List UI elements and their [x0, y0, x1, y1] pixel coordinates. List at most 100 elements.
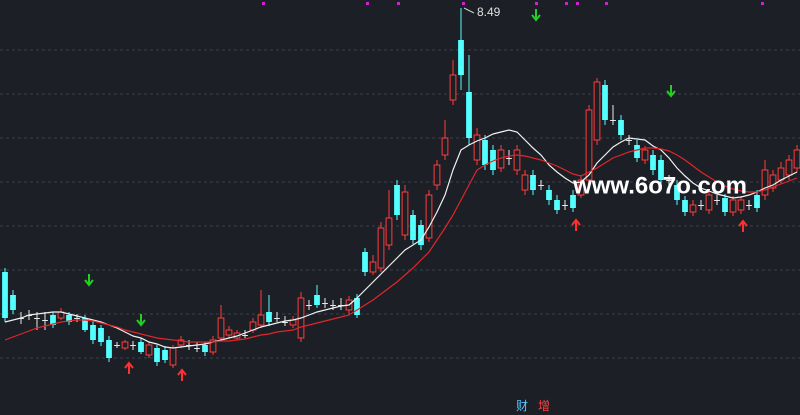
marker: [462, 2, 465, 5]
moving-average-line: [4, 129, 798, 349]
candle-body: [322, 303, 328, 304]
buy-arrow: [124, 361, 134, 374]
marker: [397, 2, 400, 5]
candle-body: [441, 137, 449, 156]
candle-body: [521, 174, 529, 191]
candle-body: [169, 347, 177, 366]
candle-body: [121, 341, 129, 349]
candle-body: [634, 145, 640, 158]
candle-body: [114, 345, 120, 346]
candle-body: [202, 345, 208, 352]
footer-label: 增: [538, 399, 550, 413]
candle-body: [546, 190, 552, 200]
sell-arrow: [84, 274, 94, 287]
candle-body: [610, 120, 616, 121]
candle-body: [130, 345, 136, 346]
candle-body: [698, 205, 704, 206]
candle-body: [666, 180, 672, 181]
candle-body: [530, 175, 536, 190]
candle-body: [274, 318, 280, 319]
candle-body: [66, 315, 72, 322]
candle-body: [458, 40, 464, 75]
candle-body: [209, 339, 217, 353]
candle-body: [689, 204, 697, 213]
candle-body: [138, 342, 144, 352]
candle-body: [154, 348, 160, 362]
candle-body: [306, 305, 312, 306]
candle-body: [641, 149, 649, 161]
candle-body: [74, 318, 80, 319]
candle-body: [106, 340, 112, 358]
moving-average-line: [4, 147, 798, 343]
candle-body: [82, 318, 88, 330]
candle-body: [330, 305, 336, 306]
candle-body: [90, 325, 96, 340]
candle-body: [425, 194, 433, 239]
candle-body: [410, 215, 416, 240]
candle-body: [729, 199, 737, 213]
sell-arrow: [666, 85, 676, 98]
candle-body: [34, 318, 40, 319]
candle-body: [769, 174, 777, 189]
candle-body: [570, 195, 576, 208]
candle-body: [626, 140, 632, 141]
candle-body: [538, 185, 544, 186]
candle-body: [705, 194, 713, 211]
candle-body: [482, 140, 488, 165]
marker: [535, 2, 538, 5]
candle-body: [257, 314, 265, 326]
candle-body: [562, 205, 568, 206]
candle-body: [217, 317, 225, 339]
candle-body: [385, 217, 393, 246]
candle-body: [674, 185, 680, 200]
candle-body: [449, 74, 457, 101]
candle-body: [466, 92, 472, 138]
signals: [84, 9, 748, 381]
sell-arrow: [531, 9, 541, 22]
candle-body: [577, 179, 585, 196]
candle-body: [2, 272, 8, 318]
candle-body: [737, 199, 745, 211]
marker: [565, 2, 568, 5]
candle-body: [418, 225, 424, 245]
watermark: www.6o7o.com: [572, 172, 747, 199]
candle-body: [377, 227, 385, 269]
candle-body: [145, 344, 153, 356]
candle-body: [585, 109, 593, 181]
buy-arrow: [571, 218, 581, 231]
max-label: 8.49: [477, 5, 501, 19]
buy-arrow: [738, 219, 748, 232]
marker: [366, 2, 369, 5]
candle-body: [554, 200, 560, 210]
candle-body: [618, 120, 624, 135]
candle-body: [50, 315, 56, 325]
marker: [605, 2, 608, 5]
candle-body: [714, 200, 720, 201]
footer-label: 财: [516, 399, 528, 413]
buy-arrow: [177, 368, 187, 381]
candle-body: [785, 159, 793, 176]
grid: [0, 49, 800, 359]
candle-body: [602, 85, 608, 120]
candle-body: [473, 134, 481, 161]
candle-body: [401, 191, 409, 236]
candle-body: [242, 335, 248, 336]
candle-body: [369, 261, 377, 273]
candle-body: [490, 150, 496, 170]
top-markers: [262, 2, 764, 5]
candle-body: [225, 329, 233, 336]
candle-body: [354, 298, 360, 315]
candle-body: [266, 312, 272, 322]
candle-body: [506, 158, 512, 159]
candle-body: [754, 195, 760, 208]
candle-body: [433, 164, 441, 186]
candle-body: [746, 205, 752, 206]
candle-body: [282, 322, 288, 323]
candle-body: [177, 339, 185, 346]
candle-body: [650, 155, 656, 170]
plot: [2, 8, 800, 368]
candle-body: [98, 328, 104, 342]
candle-body: [513, 149, 521, 171]
candle-body: [362, 252, 368, 272]
